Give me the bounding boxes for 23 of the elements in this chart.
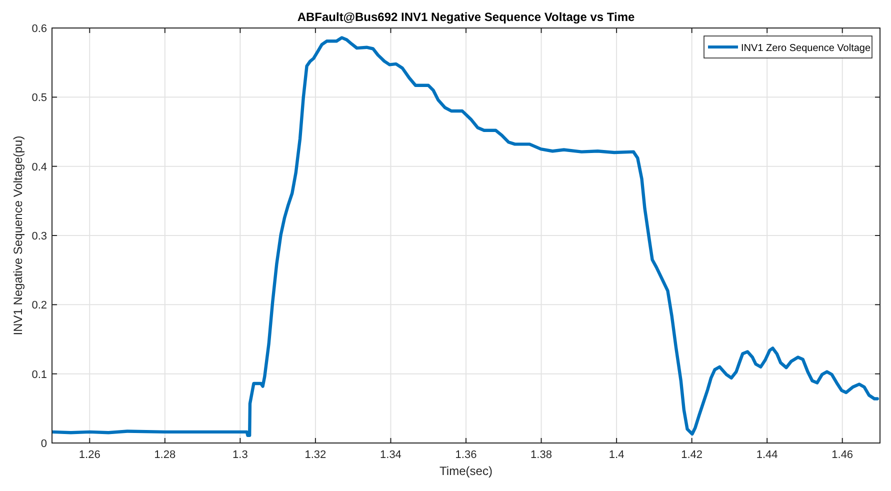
y-tick-label: 0.1 (32, 368, 47, 381)
x-tick-label: 1.3 (232, 449, 248, 461)
y-axis-title: INV1 Negative Sequence Voltage(pu) (11, 136, 25, 336)
legend-label: INV1 Zero Sequence Voltage (741, 43, 871, 54)
x-tick-label: 1.26 (78, 449, 100, 461)
chart-title: ABFault@Bus692 INV1 Negative Sequence Voltage vs Time (297, 10, 636, 24)
x-tick-label: 1.32 (304, 449, 326, 461)
x-tick-label: 1.38 (530, 449, 552, 461)
y-tick-label: 0.3 (32, 230, 47, 242)
y-tick-label: 0.6 (32, 23, 47, 35)
x-tick-label: 1.46 (832, 449, 854, 461)
y-tick-label: 0.4 (32, 161, 47, 174)
line-series (52, 36, 879, 437)
x-tick-label: 1.4 (608, 449, 624, 461)
x-tick-label: 1.42 (681, 449, 703, 461)
y-tick-label: 0.2 (32, 300, 47, 312)
y-tick-label: 0.5 (32, 92, 47, 104)
x-tick-label: 1.34 (380, 449, 402, 461)
x-tick-label: 1.28 (154, 449, 176, 461)
x-tick-label: 1.36 (455, 449, 477, 461)
x-axis-title: Time(sec) (440, 464, 492, 478)
x-tick-label: 1.44 (756, 449, 778, 461)
y-tick-label: 0 (40, 438, 47, 450)
